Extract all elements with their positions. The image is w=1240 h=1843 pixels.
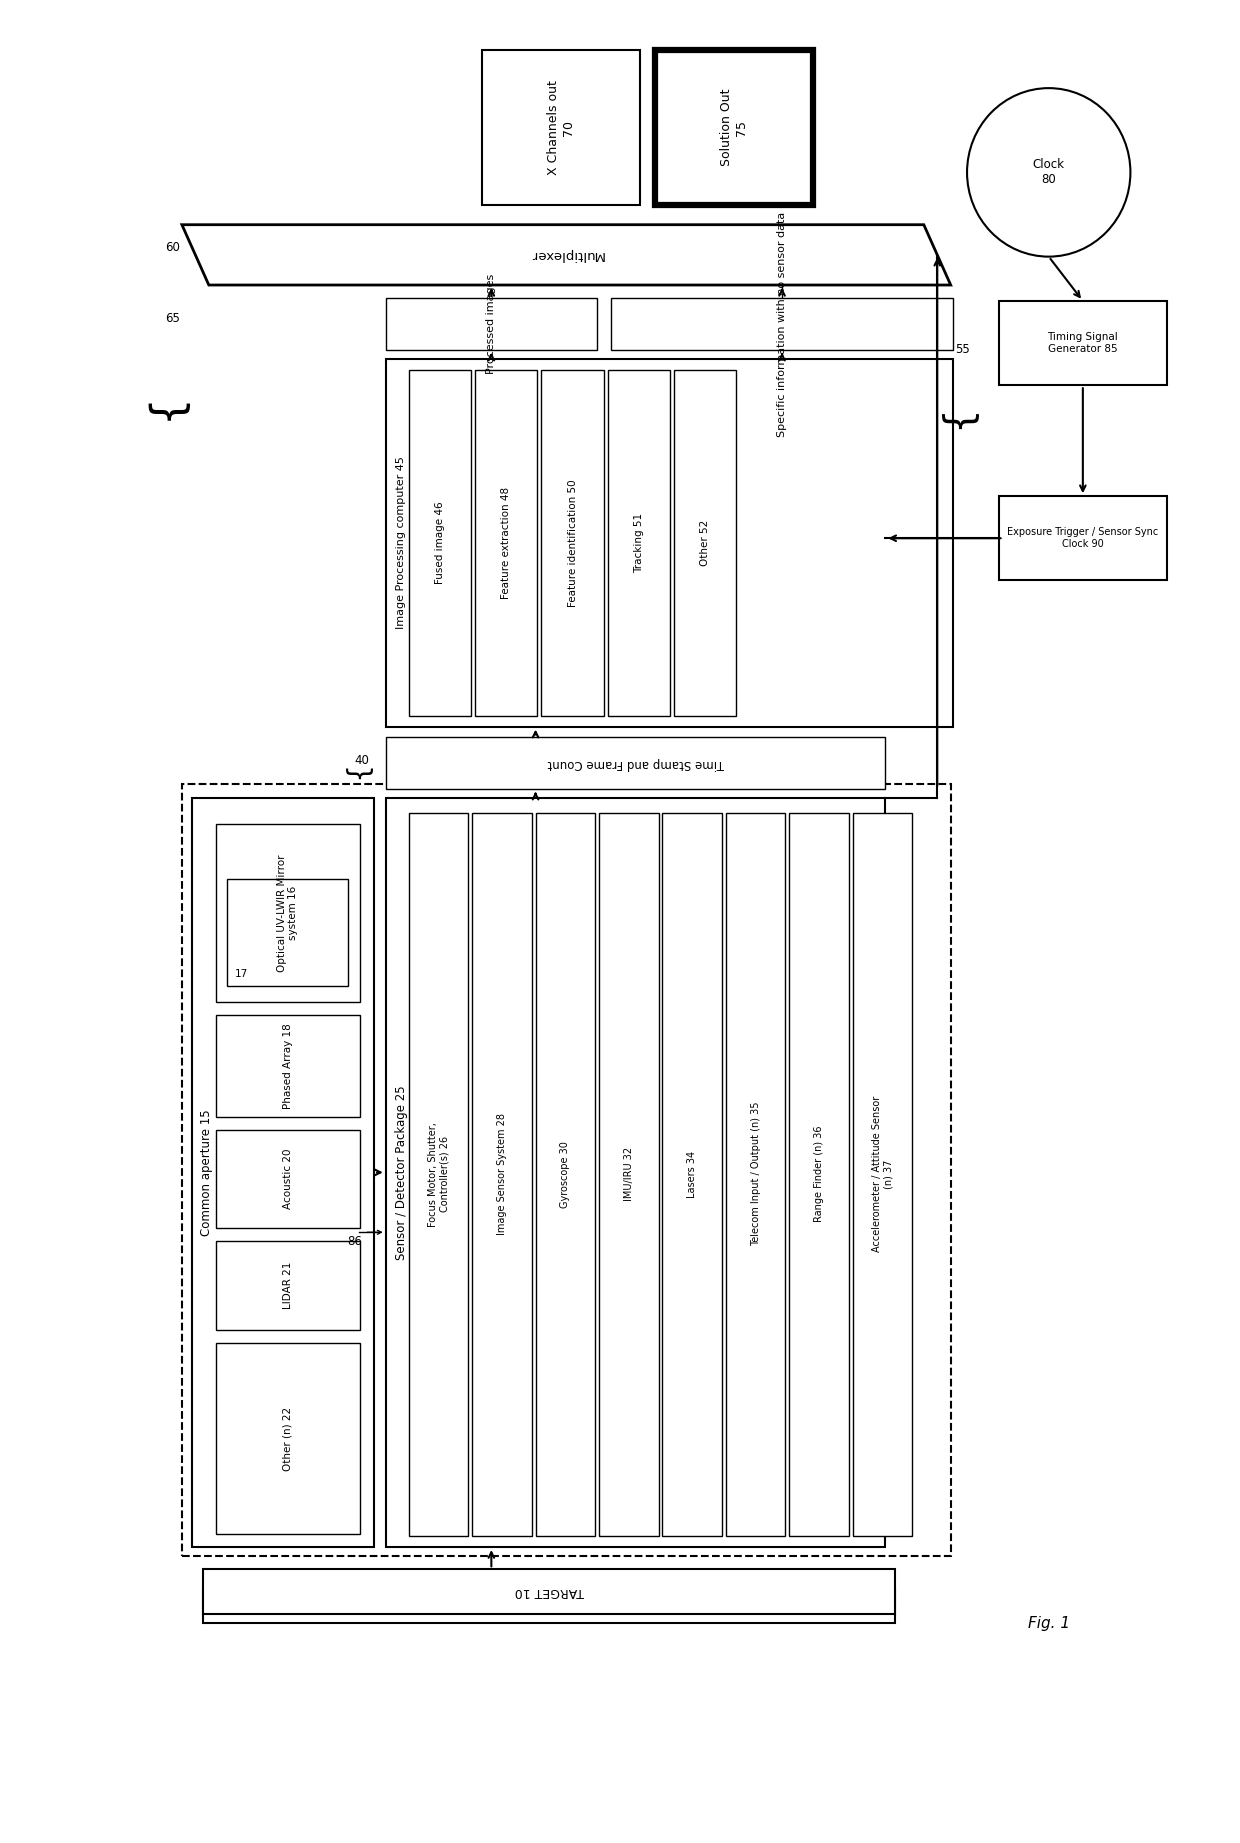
FancyBboxPatch shape	[386, 798, 885, 1546]
Text: Lasers 34: Lasers 34	[687, 1150, 697, 1198]
Text: Fig. 1: Fig. 1	[1028, 1616, 1070, 1631]
Text: Other 52: Other 52	[701, 520, 711, 566]
Text: Optical UV-LWIR Mirror
system 16: Optical UV-LWIR Mirror system 16	[277, 853, 299, 971]
Text: X Channels out
70: X Channels out 70	[547, 79, 575, 175]
FancyBboxPatch shape	[725, 813, 785, 1535]
Text: Focus Motor, Shutter,
Controller(s) 26: Focus Motor, Shutter, Controller(s) 26	[428, 1122, 449, 1227]
FancyBboxPatch shape	[662, 813, 722, 1535]
FancyBboxPatch shape	[191, 798, 374, 1546]
Text: IMU/IRU 32: IMU/IRU 32	[624, 1146, 634, 1202]
Text: Fused image 46: Fused image 46	[435, 501, 445, 584]
Text: Gyroscope 30: Gyroscope 30	[560, 1141, 570, 1207]
Text: 40: 40	[355, 754, 370, 767]
FancyBboxPatch shape	[386, 299, 596, 350]
Text: Feature identification 50: Feature identification 50	[568, 479, 578, 606]
Polygon shape	[182, 225, 951, 286]
Text: Exposure Trigger / Sensor Sync
Clock 90: Exposure Trigger / Sensor Sync Clock 90	[1007, 527, 1158, 549]
Text: Specific information with no sensor data: Specific information with no sensor data	[777, 212, 787, 437]
Text: Accelerometer / Attitude Sensor
(n) 37: Accelerometer / Attitude Sensor (n) 37	[872, 1097, 893, 1251]
FancyBboxPatch shape	[409, 370, 471, 717]
Text: Image Processing computer 45: Image Processing computer 45	[396, 457, 405, 628]
Text: 60: 60	[165, 241, 180, 254]
FancyBboxPatch shape	[386, 359, 952, 726]
Text: TARGET 10: TARGET 10	[515, 1585, 584, 1598]
Text: Solution Out
75: Solution Out 75	[720, 88, 748, 166]
Text: Feature extraction 48: Feature extraction 48	[501, 487, 511, 599]
FancyBboxPatch shape	[611, 299, 952, 350]
Ellipse shape	[967, 88, 1131, 256]
Text: 55: 55	[955, 343, 970, 356]
FancyBboxPatch shape	[853, 813, 913, 1535]
Text: Telecom Input / Output (n) 35: Telecom Input / Output (n) 35	[750, 1102, 760, 1246]
Text: Tracking 51: Tracking 51	[634, 512, 644, 573]
Text: 86: 86	[347, 1235, 362, 1248]
FancyBboxPatch shape	[536, 813, 595, 1535]
Text: {: {	[937, 404, 976, 429]
FancyBboxPatch shape	[655, 50, 813, 205]
Text: LIDAR 21: LIDAR 21	[283, 1262, 293, 1309]
Text: Range Finder (n) 36: Range Finder (n) 36	[813, 1126, 825, 1222]
Text: Clock
80: Clock 80	[1033, 158, 1065, 186]
Text: Timing Signal
Generator 85: Timing Signal Generator 85	[1048, 332, 1118, 354]
Text: 65: 65	[165, 311, 180, 324]
FancyBboxPatch shape	[789, 813, 849, 1535]
Text: Common aperture 15: Common aperture 15	[201, 1109, 213, 1235]
FancyBboxPatch shape	[386, 737, 885, 789]
Text: Acoustic 20: Acoustic 20	[283, 1148, 293, 1209]
FancyBboxPatch shape	[542, 370, 604, 717]
FancyBboxPatch shape	[227, 879, 348, 986]
FancyBboxPatch shape	[409, 813, 469, 1535]
FancyBboxPatch shape	[216, 1344, 360, 1533]
FancyBboxPatch shape	[216, 824, 360, 1003]
Text: Sensor / Detector Package 25: Sensor / Detector Package 25	[394, 1086, 408, 1261]
Text: Time Stamp and Frame Count: Time Stamp and Frame Count	[547, 757, 724, 770]
Text: 17: 17	[234, 969, 248, 979]
Text: }: }	[141, 402, 185, 431]
Text: Processed images: Processed images	[486, 275, 496, 374]
Text: }: }	[341, 767, 368, 785]
Text: Other (n) 22: Other (n) 22	[283, 1406, 293, 1471]
FancyBboxPatch shape	[608, 370, 670, 717]
FancyBboxPatch shape	[216, 1130, 360, 1227]
FancyBboxPatch shape	[998, 300, 1167, 385]
FancyBboxPatch shape	[203, 1589, 895, 1622]
FancyBboxPatch shape	[216, 1240, 360, 1331]
FancyBboxPatch shape	[216, 1015, 360, 1117]
FancyBboxPatch shape	[481, 50, 640, 205]
Text: Phased Array 18: Phased Array 18	[283, 1023, 293, 1109]
Text: Multiplexer: Multiplexer	[529, 249, 604, 262]
FancyBboxPatch shape	[472, 813, 532, 1535]
FancyBboxPatch shape	[599, 813, 658, 1535]
FancyBboxPatch shape	[998, 496, 1167, 581]
FancyBboxPatch shape	[475, 370, 537, 717]
FancyBboxPatch shape	[203, 1570, 895, 1614]
FancyBboxPatch shape	[675, 370, 737, 717]
Text: Image Sensor System 28: Image Sensor System 28	[497, 1113, 507, 1235]
